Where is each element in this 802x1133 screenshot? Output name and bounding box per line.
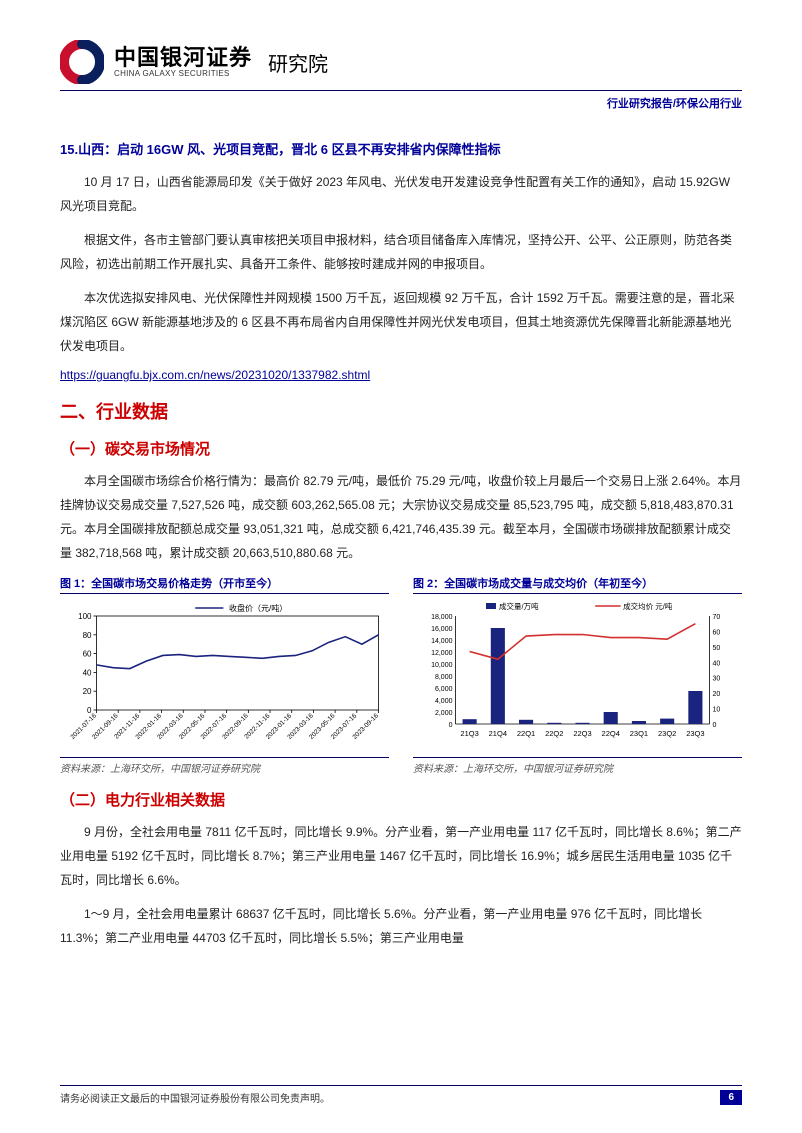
svg-text:70: 70 (713, 614, 721, 621)
svg-text:60: 60 (713, 629, 721, 636)
charts-row: 图 1：全国碳市场交易价格走势（开市至今） 0204060801002021-0… (60, 575, 742, 775)
svg-text:20: 20 (713, 691, 721, 698)
svg-text:23Q2: 23Q2 (658, 729, 676, 738)
svg-text:6,000: 6,000 (435, 686, 453, 693)
company-name-block: 中国银河证券 CHINA GALAXY SECURITIES (114, 46, 252, 79)
svg-text:4,000: 4,000 (435, 698, 453, 705)
power-p2: 1～9 月，全社会用电量累计 68637 亿千瓦时，同比增长 5.6%。分产业看… (60, 902, 742, 950)
power-p1: 9 月份，全社会用电量 7811 亿千瓦时，同比增长 9.9%。分产业看，第一产… (60, 820, 742, 892)
carbon-para: 本月全国碳市场综合价格行情为：最高价 82.79 元/吨，最低价 75.29 元… (60, 469, 742, 565)
svg-text:0: 0 (713, 722, 717, 729)
svg-text:21Q4: 21Q4 (489, 729, 507, 738)
svg-text:2,000: 2,000 (435, 710, 453, 717)
svg-text:22Q1: 22Q1 (517, 729, 535, 738)
section-15-title: 15.山西：启动 16GW 风、光项目竞配，晋北 6 区县不再安排省内保障性指标 (60, 139, 742, 158)
page-number: 6 (720, 1090, 742, 1105)
svg-text:16,000: 16,000 (431, 626, 453, 633)
chart-1-canvas: 0204060801002021-07-162021-09-162021-11-… (60, 598, 389, 748)
power-data-heading: （二）电力行业相关数据 (60, 789, 742, 810)
svg-text:22Q4: 22Q4 (602, 729, 620, 738)
chart-1-block: 图 1：全国碳市场交易价格走势（开市至今） 0204060801002021-0… (60, 575, 389, 775)
svg-text:18,000: 18,000 (431, 614, 453, 621)
svg-text:50: 50 (713, 645, 721, 652)
svg-text:14,000: 14,000 (431, 638, 453, 645)
svg-text:成交量/万吨: 成交量/万吨 (499, 601, 539, 611)
svg-text:60: 60 (83, 650, 92, 659)
svg-text:10: 10 (713, 707, 721, 714)
svg-text:21Q3: 21Q3 (460, 729, 478, 738)
svg-text:22Q3: 22Q3 (573, 729, 591, 738)
svg-text:80: 80 (83, 631, 92, 640)
chart-2-canvas: 0 2,000 4,000 6,000 8,000 10,000 12,000 14,000 1… (413, 598, 742, 748)
svg-text:40: 40 (713, 660, 721, 667)
chart-1-source: 资料来源：上海环交所，中国银河证券研究院 (60, 757, 389, 775)
chart-2-block: 图 2：全国碳市场成交量与成交均价（年初至今） 0 2,000 4,000 6,000… (413, 575, 742, 775)
company-name-cn: 中国银河证券 (114, 46, 252, 70)
header-rule (60, 90, 742, 91)
chart-2-title: 图 2：全国碳市场成交量与成交均价（年初至今） (413, 575, 742, 594)
svg-text:成交均价 元/吨: 成交均价 元/吨 (623, 601, 673, 611)
industry-data-heading: 二、行业数据 (60, 398, 742, 424)
svg-text:0: 0 (449, 722, 453, 729)
chart-1-title: 图 1：全国碳市场交易价格走势（开市至今） (60, 575, 389, 594)
svg-text:23Q3: 23Q3 (686, 729, 704, 738)
svg-text:23Q1: 23Q1 (630, 729, 648, 738)
svg-text:40: 40 (83, 668, 92, 677)
chart-2-source: 资料来源：上海环交所，中国银河证券研究院 (413, 757, 742, 775)
section-15-p3: 本次优选拟安排风电、光伏保障性并网规模 1500 万千瓦，返回规模 92 万千瓦… (60, 286, 742, 358)
breadcrumb: 行业研究报告/环保公用行业 (60, 95, 742, 111)
page-footer: 请务必阅读正文最后的中国银河证券股份有限公司免责声明。 6 (60, 1085, 742, 1105)
svg-text:100: 100 (78, 612, 92, 621)
svg-text:8,000: 8,000 (435, 674, 453, 681)
company-logo-icon (60, 40, 104, 84)
svg-text:12,000: 12,000 (431, 650, 453, 657)
source-link[interactable]: https://guangfu.bjx.com.cn/news/20231020… (60, 368, 742, 382)
svg-text:收盘价（元/吨）: 收盘价（元/吨） (229, 603, 287, 613)
footer-disclaimer: 请务必阅读正文最后的中国银河证券股份有限公司免责声明。 (60, 1090, 330, 1105)
company-name-en: CHINA GALAXY SECURITIES (114, 70, 252, 79)
report-header: 中国银河证券 CHINA GALAXY SECURITIES 研究院 (60, 40, 742, 84)
section-15-p1: 10 月 17 日，山西省能源局印发《关于做好 2023 年风电、光伏发电开发建… (60, 170, 742, 218)
carbon-market-heading: （一）碳交易市场情况 (60, 438, 742, 459)
svg-text:10,000: 10,000 (431, 662, 453, 669)
institute-label: 研究院 (268, 48, 328, 77)
section-15-p2: 根据文件，各市主管部门要认真审核把关项目申报材料，结合项目储备库入库情况，坚持公… (60, 228, 742, 276)
svg-text:30: 30 (713, 676, 721, 683)
svg-text:22Q2: 22Q2 (545, 729, 563, 738)
svg-text:20: 20 (83, 687, 92, 696)
